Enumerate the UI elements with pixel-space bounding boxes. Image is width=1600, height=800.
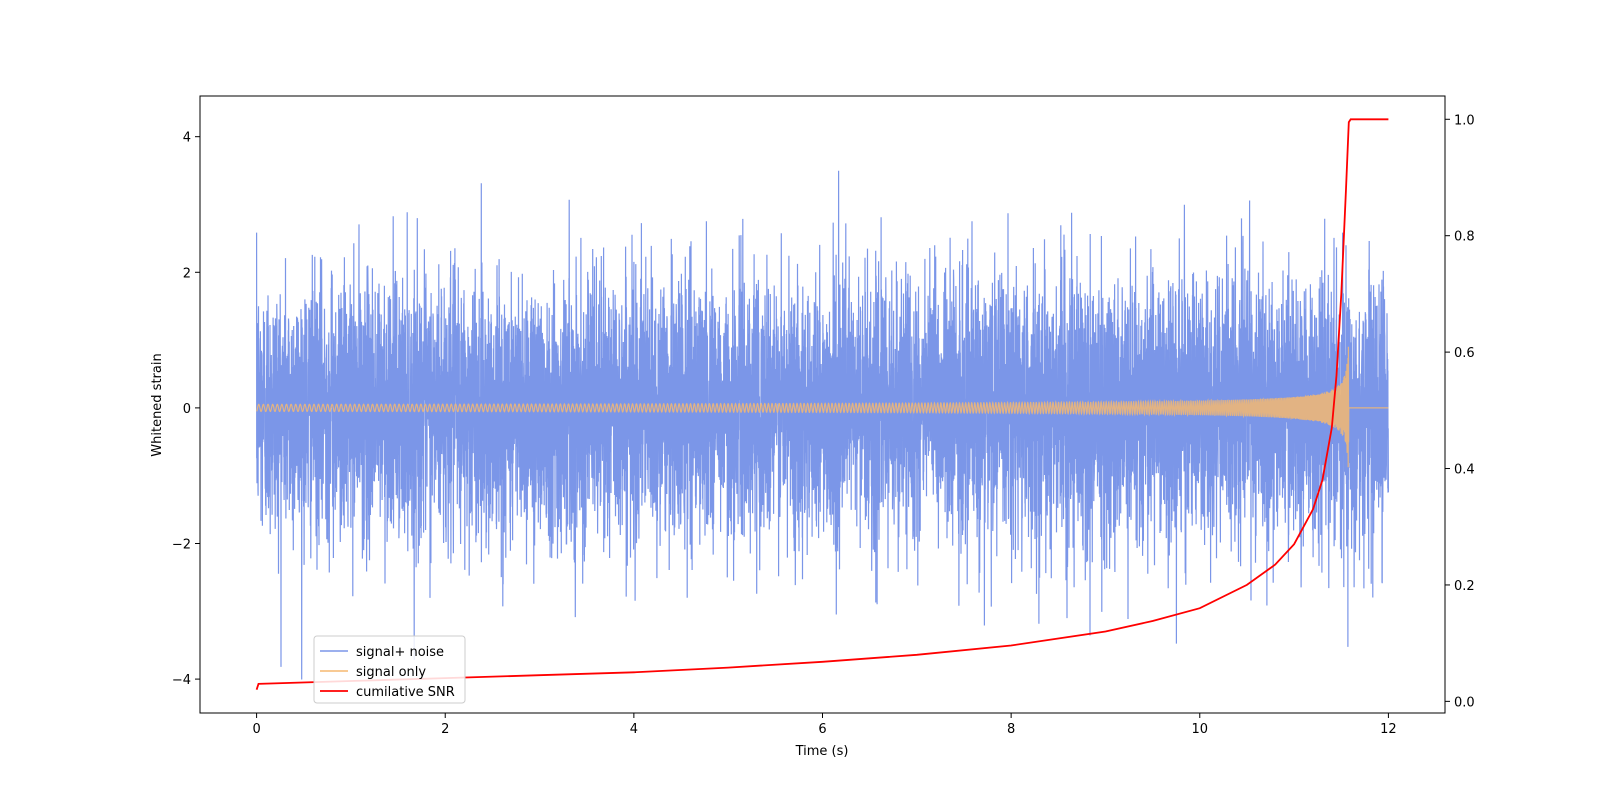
- y2-tick-label: 0.6: [1454, 346, 1475, 361]
- legend: signal+ noise signal only cumilative SNR: [313, 635, 466, 704]
- snr-series-layer: [255, 118, 1389, 690]
- y-axis-label: Whitened strain: [150, 353, 165, 456]
- x-tick-label: 12: [1380, 722, 1397, 737]
- y2-tick-label: 0.8: [1454, 230, 1475, 245]
- y2-tick-label: 0.4: [1454, 463, 1475, 478]
- legend-entry: signal only: [356, 665, 426, 680]
- legend-entry: signal+ noise: [356, 645, 444, 660]
- y2-tick-label: 0.2: [1454, 579, 1475, 594]
- legend-box: [313, 635, 466, 704]
- signal-series-layer: [256, 346, 1389, 468]
- series-line-signal-only: [256, 346, 1389, 468]
- x-tick-label: 10: [1191, 722, 1208, 737]
- x-tick-label: 0: [252, 722, 260, 737]
- y-tick-label: −2: [172, 537, 191, 552]
- series-line-cumulative-snr: [255, 118, 1389, 690]
- y2-tick-label: 0.0: [1454, 695, 1475, 710]
- x-tick-label: 4: [630, 722, 638, 737]
- y-tick-label: 0: [183, 402, 191, 417]
- x-axis: 0 2 4 6 8 10 12: [252, 713, 1397, 737]
- x-axis-label: Time (s): [795, 744, 849, 759]
- y-axis-left: −4 −2 0 2 4: [172, 131, 200, 688]
- y-tick-label: −4: [172, 673, 191, 688]
- x-tick-label: 2: [441, 722, 449, 737]
- y2-tick-label: 1.0: [1454, 113, 1475, 128]
- y-axis-right: 0.0 0.2 0.4 0.6 0.8 1.0: [1445, 113, 1475, 710]
- x-tick-label: 6: [818, 722, 826, 737]
- x-tick-label: 8: [1007, 722, 1015, 737]
- legend-entry: cumilative SNR: [356, 685, 455, 700]
- y-tick-label: 4: [183, 131, 191, 146]
- y-tick-label: 2: [183, 266, 191, 281]
